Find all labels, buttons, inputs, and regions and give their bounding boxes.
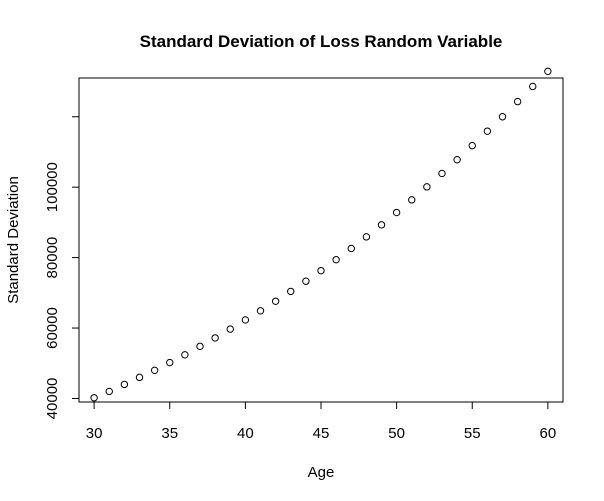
data-point <box>302 277 310 285</box>
data-point <box>226 325 234 333</box>
data-point <box>120 380 129 389</box>
data-point <box>453 156 461 164</box>
data-point <box>438 169 446 178</box>
data-point <box>150 366 159 375</box>
x-tick-label: 55 <box>464 425 481 442</box>
data-point <box>544 67 552 76</box>
y-tick-label: 80000 <box>44 237 61 279</box>
x-tick-label: 35 <box>161 425 178 442</box>
data-point <box>287 287 295 296</box>
data-point <box>90 394 98 402</box>
data-point <box>271 297 280 305</box>
data-point <box>241 316 250 324</box>
x-tick-label: 45 <box>313 425 330 442</box>
data-point <box>513 97 522 106</box>
x-axis: 30 35 40 45 50 55 60 <box>86 401 557 442</box>
y-tick-label: 40000 <box>44 378 61 420</box>
chart-title: Standard Deviation of Loss Random Variab… <box>140 32 503 51</box>
data-point <box>529 82 537 91</box>
data-point <box>377 221 386 229</box>
data-point <box>317 266 325 275</box>
data-point <box>362 233 371 241</box>
x-tick-label: 50 <box>388 425 405 442</box>
data-points <box>90 67 552 402</box>
data-point <box>211 334 219 342</box>
data-point <box>332 256 340 264</box>
data-point <box>256 307 265 315</box>
data-point <box>347 244 355 253</box>
data-point <box>105 387 113 396</box>
data-point <box>181 351 189 359</box>
y-axis: 40000 60000 80000 100000 <box>44 116 80 420</box>
data-point <box>408 196 416 204</box>
y-tick-label: 100000 <box>44 162 61 212</box>
data-point <box>196 342 204 351</box>
data-point <box>135 373 144 382</box>
data-point <box>392 208 401 217</box>
y-axis-title: Standard Deviation <box>5 176 22 304</box>
data-point <box>166 358 174 367</box>
x-tick-label: 30 <box>86 425 103 442</box>
data-point <box>423 183 431 191</box>
data-point <box>498 113 507 121</box>
plot-frame <box>78 77 564 403</box>
y-tick-label: 60000 <box>44 307 61 349</box>
data-point <box>468 141 476 150</box>
x-tick-label: 40 <box>237 425 254 442</box>
x-axis-title: Age <box>308 464 335 481</box>
data-point <box>483 127 492 135</box>
x-tick-label: 60 <box>540 425 557 442</box>
